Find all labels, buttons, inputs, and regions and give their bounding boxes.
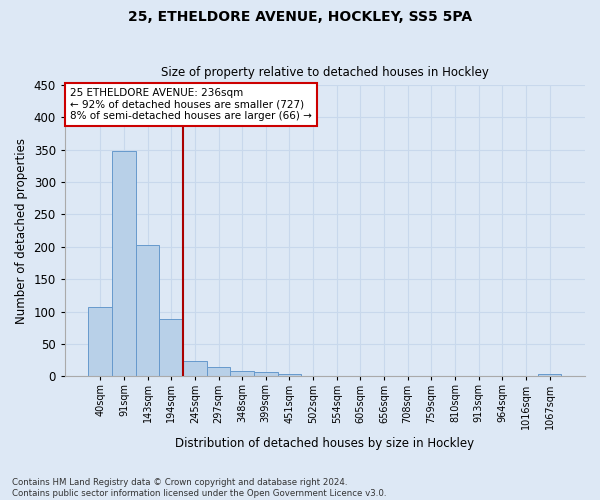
Bar xyxy=(278,374,301,376)
Bar xyxy=(183,361,206,376)
Bar xyxy=(230,371,254,376)
Text: Contains HM Land Registry data © Crown copyright and database right 2024.
Contai: Contains HM Land Registry data © Crown c… xyxy=(12,478,386,498)
Text: 25 ETHELDORE AVENUE: 236sqm
← 92% of detached houses are smaller (727)
8% of sem: 25 ETHELDORE AVENUE: 236sqm ← 92% of det… xyxy=(70,88,312,121)
Y-axis label: Number of detached properties: Number of detached properties xyxy=(15,138,28,324)
Bar xyxy=(160,320,183,376)
X-axis label: Distribution of detached houses by size in Hockley: Distribution of detached houses by size … xyxy=(175,437,475,450)
Title: Size of property relative to detached houses in Hockley: Size of property relative to detached ho… xyxy=(161,66,489,80)
Bar xyxy=(112,151,136,376)
Bar xyxy=(538,374,562,376)
Bar xyxy=(254,372,278,376)
Bar xyxy=(88,307,112,376)
Bar xyxy=(206,368,230,376)
Text: 25, ETHELDORE AVENUE, HOCKLEY, SS5 5PA: 25, ETHELDORE AVENUE, HOCKLEY, SS5 5PA xyxy=(128,10,472,24)
Bar xyxy=(136,245,160,376)
